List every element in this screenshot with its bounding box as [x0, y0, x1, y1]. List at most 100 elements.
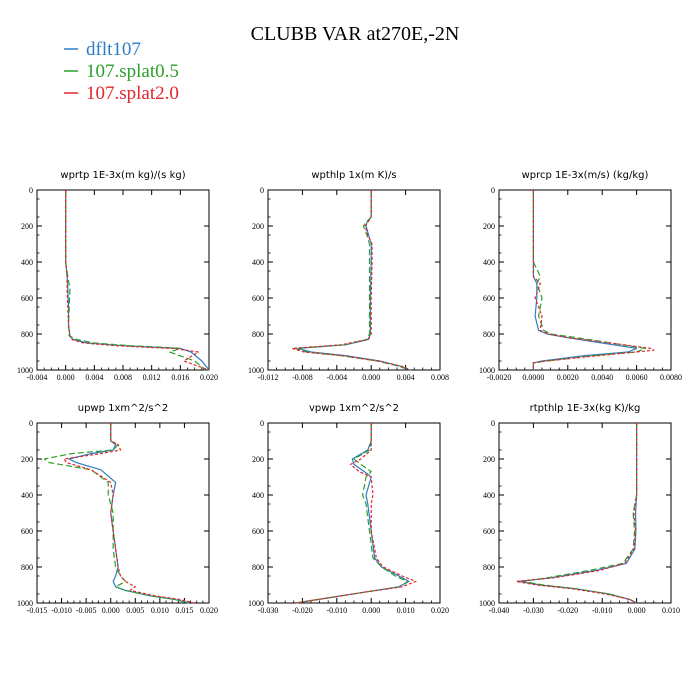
y-tick-label: 400: [483, 491, 495, 500]
x-tick-label: 0.015: [175, 606, 193, 615]
x-tick-label: -0.0020: [487, 373, 512, 382]
x-tick-label: 0.020: [200, 606, 218, 615]
x-tick-label: 0.000: [628, 606, 646, 615]
x-tick-label: 0.000: [362, 606, 380, 615]
y-tick-label: 200: [483, 455, 495, 464]
panel-title: upwp 1xm^2/s^2: [78, 403, 168, 414]
panel-wprcp: wprcp 1E-3x(m/s) (kg/kg) -0.0020 0.0000 0.0…: [479, 170, 682, 382]
x-tick-label: 0.004: [397, 373, 415, 382]
x-tick-label: -0.030: [523, 606, 544, 615]
legend-label: dflt107: [86, 39, 141, 60]
y-tick-label: 600: [21, 294, 33, 303]
x-tick-label: 0.010: [151, 606, 169, 615]
y-tick-label: 600: [252, 294, 264, 303]
plot-frame: [36, 189, 210, 371]
series-line-1: [295, 423, 410, 604]
panel-upwp: upwp 1xm^2/s^2 -0.015 -0.010 -0.005 0.000 0.0…: [17, 403, 218, 615]
plot-frame: [267, 422, 441, 604]
panel-wprtp: wprtp 1E-3x(m kg)/(s kg) -0.004 0.000 0.004…: [17, 170, 218, 382]
y-tick-label: 800: [21, 330, 33, 339]
y-tick-label: 0: [491, 186, 495, 195]
x-tick-label: 0.0040: [591, 373, 613, 382]
y-tick-label: 800: [483, 563, 495, 572]
x-tick-label: -0.010: [51, 606, 72, 615]
y-tick-label: 400: [252, 491, 264, 500]
y-tick-label: 600: [21, 527, 33, 536]
panel-rtpthlp: rtpthlp 1E-3x(kg K)/kg -0.040 -0.030 -0.020…: [479, 403, 680, 615]
panel-vpwp: vpwp 1xm^2/s^2 -0.030 -0.020 -0.010 0.000 0.0…: [248, 403, 449, 615]
series-line-2: [43, 423, 190, 604]
y-tick-label: 600: [483, 527, 495, 536]
series-line-1: [65, 190, 210, 371]
series-line-1: [532, 190, 638, 370]
panel-wpthlp: wpthlp 1x(m K)/s -0.012 -0.008 -0.004 0.000 0…: [248, 170, 449, 382]
y-tick-label: 800: [252, 563, 264, 572]
x-tick-label: -0.015: [27, 606, 48, 615]
legend-label: 107.splat2.0: [86, 83, 179, 104]
y-tick-label: 0: [260, 419, 264, 428]
y-tick-label: 600: [252, 527, 264, 536]
x-tick-label: -0.005: [76, 606, 97, 615]
y-tick-label: 1000: [479, 366, 495, 375]
series-line-2: [65, 190, 206, 371]
x-tick-label: -0.020: [292, 606, 313, 615]
y-tick-label: 800: [483, 330, 495, 339]
series-line-2: [532, 190, 646, 370]
panel-title: vpwp 1xm^2/s^2: [309, 403, 399, 414]
y-tick-label: 600: [483, 294, 495, 303]
series-line-2: [522, 423, 638, 604]
x-tick-label: 0.020: [431, 606, 449, 615]
series-line-3: [295, 423, 417, 604]
x-tick-label: 0.010: [662, 606, 680, 615]
x-tick-label: -0.004: [326, 373, 347, 382]
y-tick-label: 200: [252, 222, 264, 231]
x-tick-label: 0.008: [431, 373, 449, 382]
panel-grid: wprtp 1E-3x(m kg)/(s kg) -0.004 0.000 0.004…: [17, 170, 682, 615]
plot-frame: [36, 422, 210, 604]
y-tick-label: 200: [21, 222, 33, 231]
x-tick-label: 0.0060: [626, 373, 648, 382]
x-tick-label: 0.020: [200, 373, 218, 382]
series-line-3: [63, 423, 195, 604]
legend-entry: 107.splat0.5: [64, 61, 179, 82]
y-tick-label: 1000: [248, 366, 264, 375]
series-line-3: [65, 190, 210, 371]
panel-title: wpthlp 1x(m K)/s: [311, 170, 396, 181]
plot-frame: [498, 422, 672, 604]
figure-title: CLUBB VAR at270E,-2N: [251, 23, 460, 45]
x-tick-label: 0.0000: [522, 373, 544, 382]
x-tick-label: -0.020: [557, 606, 578, 615]
plot-frame: [498, 189, 672, 371]
x-tick-label: 0.0080: [660, 373, 682, 382]
panel-title: rtpthlp 1E-3x(kg K)/kg: [530, 403, 641, 414]
x-tick-label: -0.010: [592, 606, 613, 615]
x-tick-label: -0.010: [326, 606, 347, 615]
y-tick-label: 1000: [17, 599, 33, 608]
legend-entry: dflt107: [64, 39, 141, 60]
y-tick-label: 800: [252, 330, 264, 339]
x-tick-label: -0.040: [489, 606, 510, 615]
y-tick-label: 200: [21, 455, 33, 464]
y-tick-label: 0: [29, 419, 33, 428]
series-line-1: [519, 423, 638, 604]
series-line-3: [532, 190, 655, 370]
series-line-3: [291, 190, 411, 371]
x-tick-label: 0.005: [126, 606, 144, 615]
y-tick-label: 400: [21, 258, 33, 267]
y-tick-label: 200: [483, 222, 495, 231]
x-tick-label: 0.016: [171, 373, 189, 382]
x-tick-label: 0.010: [397, 606, 415, 615]
y-tick-label: 1000: [479, 599, 495, 608]
series-line-1: [68, 423, 190, 604]
x-tick-label: 0.012: [143, 373, 161, 382]
x-tick-label: -0.008: [292, 373, 313, 382]
y-tick-label: 1000: [17, 366, 33, 375]
series-line-2: [295, 423, 408, 604]
x-tick-label: 0.004: [85, 373, 103, 382]
y-tick-label: 0: [491, 419, 495, 428]
x-tick-label: -0.012: [258, 373, 279, 382]
y-tick-label: 800: [21, 563, 33, 572]
x-tick-label: -0.030: [258, 606, 279, 615]
